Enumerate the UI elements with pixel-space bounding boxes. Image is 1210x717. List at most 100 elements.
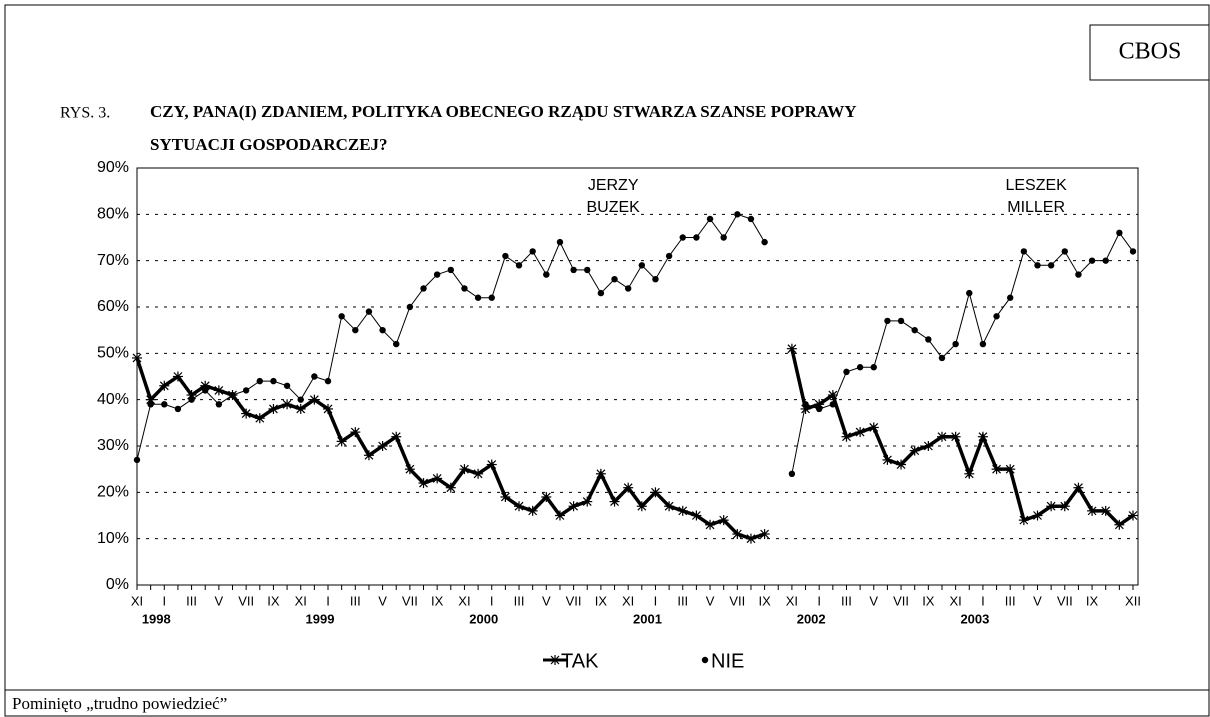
point-marker (188, 396, 195, 403)
y-tick-label: 60% (97, 298, 129, 315)
point-marker (855, 427, 866, 438)
year-label: 1999 (306, 611, 335, 626)
point-marker (365, 308, 373, 315)
marker-stroke (896, 460, 906, 469)
point-marker (393, 340, 400, 348)
point-marker (786, 343, 797, 354)
x-tick-label: XI (131, 593, 143, 608)
title: SYTUACJI GOSPODARCZEJ? (150, 135, 388, 154)
x-tick-label: XI (622, 593, 634, 608)
marker-stroke (855, 427, 865, 437)
point-marker (882, 454, 893, 465)
marker-stroke (814, 399, 824, 409)
footer-note: Pominięto „trudno powiedzieć” (12, 694, 227, 713)
point-marker (950, 431, 961, 442)
point-marker (570, 266, 577, 274)
point-marker (1128, 510, 1138, 521)
point-marker (923, 441, 934, 451)
point-marker (324, 377, 332, 385)
marker-stroke (500, 492, 510, 502)
point-marker (295, 403, 306, 414)
point-marker (1047, 262, 1055, 269)
marker-stroke (1128, 511, 1138, 520)
point-marker (1073, 482, 1084, 493)
point-marker (896, 459, 907, 470)
point-marker (732, 529, 743, 540)
x-tick-label: IX (922, 593, 935, 608)
x-tick-label: I (326, 593, 330, 608)
point-marker (1102, 257, 1109, 264)
figure-number: RYS. 3. (60, 105, 110, 122)
point-marker (1034, 262, 1041, 269)
annotation: JERZY (588, 177, 639, 194)
point-marker (938, 354, 946, 362)
point-marker (1046, 501, 1057, 512)
point-marker (282, 399, 293, 410)
point-marker (884, 317, 891, 325)
point-marker (133, 456, 141, 464)
point-marker (870, 364, 877, 371)
point-marker (706, 215, 714, 223)
point-marker (979, 340, 987, 348)
point-marker (379, 326, 386, 334)
marker-stroke (460, 464, 469, 474)
legend-label: NIE (711, 650, 744, 672)
point-marker (829, 401, 837, 408)
marker-stroke (842, 432, 851, 442)
point-marker (693, 234, 700, 241)
point-marker (1129, 248, 1137, 255)
x-tick-label: VII (238, 593, 254, 608)
marker-stroke (569, 501, 579, 511)
point-marker (1018, 515, 1029, 526)
x-tick-label: IX (758, 593, 771, 608)
point-marker (473, 468, 484, 479)
marker-stroke (828, 390, 838, 400)
marker-stroke (637, 501, 647, 511)
point-marker (584, 266, 591, 274)
point-marker (841, 431, 852, 442)
marker-stroke (596, 469, 606, 479)
point-marker (363, 450, 374, 461)
point-marker (311, 373, 318, 380)
point-marker (745, 533, 756, 544)
marker-stroke (746, 534, 756, 544)
point-marker (147, 401, 154, 408)
x-tick-label: I (654, 593, 658, 608)
point-marker (705, 519, 716, 530)
marker-stroke (282, 399, 292, 409)
point-marker (815, 405, 823, 413)
point-marker (720, 234, 727, 241)
point-marker (488, 294, 495, 301)
x-tick-label: VII (566, 593, 582, 608)
marker-stroke (1060, 501, 1070, 511)
x-tick-label: V (706, 593, 715, 608)
point-marker (677, 505, 688, 516)
marker-stroke (132, 353, 142, 363)
point-marker (964, 468, 975, 479)
x-tick-label: VII (893, 593, 909, 608)
point-marker (1087, 505, 1098, 516)
point-marker (202, 387, 209, 394)
marker-stroke (514, 501, 524, 511)
point-marker (515, 262, 523, 269)
x-tick-label: III (514, 593, 525, 608)
marker-stroke (405, 464, 415, 474)
point-marker (270, 377, 277, 385)
point-marker (868, 422, 879, 433)
marker-stroke (923, 441, 933, 451)
y-tick-label: 40% (97, 391, 129, 408)
x-tick-label: III (1005, 593, 1016, 608)
marker-stroke (146, 395, 156, 405)
marker-stroke (323, 404, 333, 414)
point-marker (652, 276, 659, 283)
marker-stroke (732, 529, 742, 539)
x-tick-label: IX (595, 593, 608, 608)
point-marker (268, 403, 279, 414)
point-marker (966, 289, 973, 297)
point-marker (759, 529, 770, 540)
marker-stroke (187, 390, 196, 400)
legend-marker (701, 656, 709, 664)
point-marker (582, 496, 593, 507)
marker-stroke (1101, 506, 1111, 516)
